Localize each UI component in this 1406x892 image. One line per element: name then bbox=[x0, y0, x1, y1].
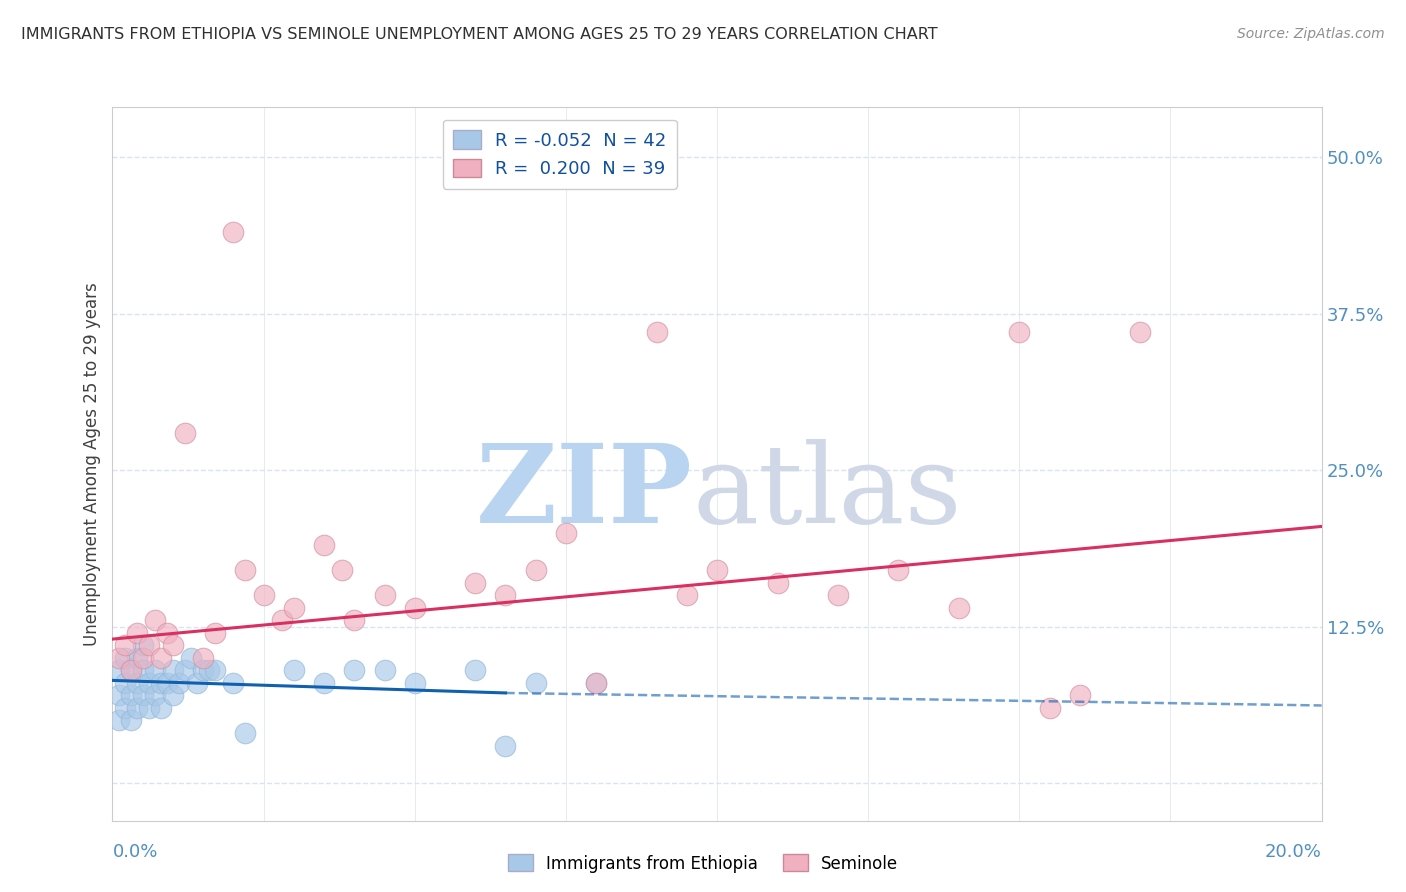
Point bbox=[253, 588, 276, 602]
Point bbox=[125, 676, 148, 690]
Point bbox=[495, 739, 517, 753]
Point bbox=[191, 664, 214, 678]
Point bbox=[120, 714, 142, 728]
Point bbox=[1038, 701, 1062, 715]
Point bbox=[283, 600, 305, 615]
Legend: Immigrants from Ethiopia, Seminole: Immigrants from Ethiopia, Seminole bbox=[501, 847, 905, 880]
Point bbox=[167, 676, 190, 690]
Text: 20.0%: 20.0% bbox=[1265, 843, 1322, 861]
Point bbox=[138, 639, 160, 653]
Point bbox=[120, 689, 142, 703]
Point bbox=[314, 538, 336, 552]
Point bbox=[156, 625, 179, 640]
Point bbox=[204, 664, 226, 678]
Point bbox=[204, 625, 226, 640]
Point bbox=[156, 676, 179, 690]
Point bbox=[675, 588, 697, 602]
Text: 0.0%: 0.0% bbox=[112, 843, 157, 861]
Point bbox=[107, 689, 129, 703]
Point bbox=[585, 676, 607, 690]
Point bbox=[132, 664, 155, 678]
Point bbox=[706, 563, 728, 577]
Point bbox=[766, 575, 789, 590]
Point bbox=[235, 563, 257, 577]
Point bbox=[524, 676, 547, 690]
Text: atlas: atlas bbox=[693, 439, 963, 546]
Point bbox=[174, 664, 197, 678]
Point bbox=[143, 689, 166, 703]
Point bbox=[827, 588, 849, 602]
Point bbox=[138, 676, 160, 690]
Point bbox=[125, 625, 148, 640]
Text: ZIP: ZIP bbox=[477, 439, 693, 546]
Point bbox=[343, 664, 366, 678]
Y-axis label: Unemployment Among Ages 25 to 29 years: Unemployment Among Ages 25 to 29 years bbox=[83, 282, 101, 646]
Point bbox=[1069, 689, 1091, 703]
Point bbox=[330, 563, 353, 577]
Point bbox=[125, 651, 148, 665]
Point bbox=[138, 701, 160, 715]
Point bbox=[162, 639, 184, 653]
Point bbox=[120, 664, 142, 678]
Point bbox=[404, 600, 426, 615]
Point bbox=[125, 701, 148, 715]
Point bbox=[495, 588, 517, 602]
Point bbox=[162, 689, 184, 703]
Point bbox=[404, 676, 426, 690]
Legend: R = -0.052  N = 42, R =  0.200  N = 39: R = -0.052 N = 42, R = 0.200 N = 39 bbox=[443, 120, 678, 189]
Point bbox=[645, 326, 668, 340]
Point bbox=[114, 639, 136, 653]
Point bbox=[343, 613, 366, 627]
Point bbox=[132, 651, 155, 665]
Point bbox=[524, 563, 547, 577]
Point bbox=[180, 651, 202, 665]
Point bbox=[464, 664, 486, 678]
Point bbox=[948, 600, 970, 615]
Point bbox=[143, 664, 166, 678]
Point bbox=[283, 664, 305, 678]
Point bbox=[887, 563, 910, 577]
Point bbox=[114, 676, 136, 690]
Point bbox=[174, 425, 197, 440]
Point bbox=[198, 664, 221, 678]
Point bbox=[107, 664, 129, 678]
Point bbox=[149, 701, 172, 715]
Point bbox=[114, 651, 136, 665]
Point bbox=[107, 714, 129, 728]
Point bbox=[120, 664, 142, 678]
Point bbox=[270, 613, 292, 627]
Point bbox=[132, 689, 155, 703]
Point bbox=[162, 664, 184, 678]
Point bbox=[149, 676, 172, 690]
Point bbox=[554, 525, 576, 540]
Point bbox=[1008, 326, 1031, 340]
Point bbox=[464, 575, 486, 590]
Point bbox=[107, 651, 129, 665]
Point bbox=[132, 639, 155, 653]
Point bbox=[585, 676, 607, 690]
Point bbox=[374, 588, 396, 602]
Text: Source: ZipAtlas.com: Source: ZipAtlas.com bbox=[1237, 27, 1385, 41]
Point bbox=[143, 613, 166, 627]
Point bbox=[186, 676, 208, 690]
Point bbox=[149, 651, 172, 665]
Point bbox=[222, 225, 245, 239]
Point bbox=[114, 701, 136, 715]
Point bbox=[191, 651, 214, 665]
Text: IMMIGRANTS FROM ETHIOPIA VS SEMINOLE UNEMPLOYMENT AMONG AGES 25 TO 29 YEARS CORR: IMMIGRANTS FROM ETHIOPIA VS SEMINOLE UNE… bbox=[21, 27, 938, 42]
Point bbox=[374, 664, 396, 678]
Point bbox=[314, 676, 336, 690]
Point bbox=[222, 676, 245, 690]
Point bbox=[235, 726, 257, 740]
Point bbox=[1129, 326, 1152, 340]
